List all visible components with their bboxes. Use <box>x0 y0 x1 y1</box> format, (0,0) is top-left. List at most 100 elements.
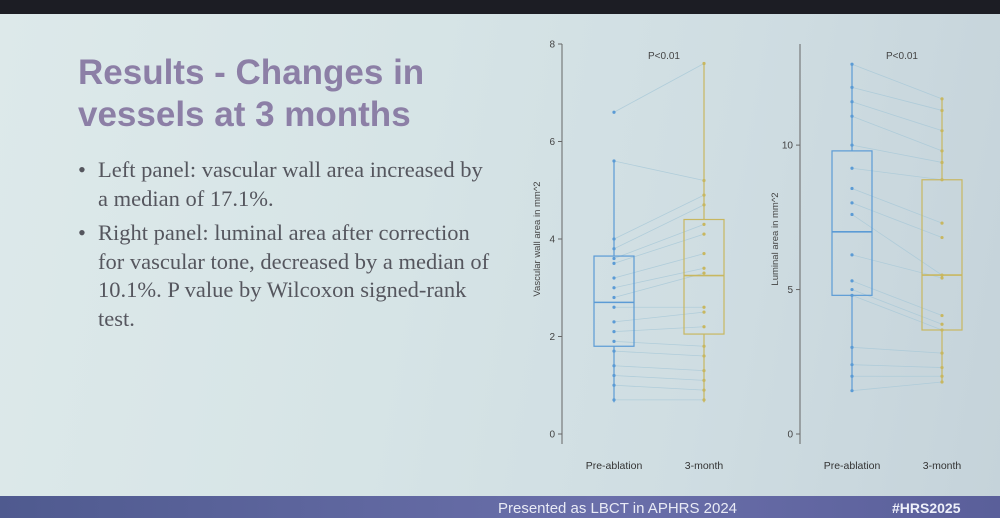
data-point-pre <box>850 212 854 217</box>
x-category-label: 3-month <box>923 460 962 472</box>
pair-line <box>851 86 943 111</box>
data-point-post <box>702 178 706 183</box>
p-value-annotation: P<0.01 <box>886 51 918 62</box>
bullet-dot: • <box>78 220 86 245</box>
data-point-pre <box>612 295 616 300</box>
pair-line <box>851 115 943 152</box>
data-point-pre <box>850 345 854 349</box>
pair-line <box>851 202 943 238</box>
pair-line <box>851 144 943 163</box>
data-point-pre <box>612 339 616 343</box>
data-point-post <box>702 266 706 270</box>
data-point-pre <box>612 373 616 378</box>
data-point-post <box>940 276 944 280</box>
x-category-label: 3-month <box>685 460 724 472</box>
bullet-item: • Left panel: vascular wall area increas… <box>78 156 498 213</box>
y-axis-label: Luminal area in mm^2 <box>770 192 781 285</box>
y-tick-label: 2 <box>549 332 555 343</box>
pair-line <box>851 294 943 331</box>
data-point-pre <box>850 114 854 118</box>
pair-line <box>613 326 705 333</box>
chart-vascular-wall-area: 0 2 4 6 8 Vascular wall area in mm^2 Pre-ablat… <box>532 40 725 472</box>
data-point-pre <box>612 305 616 309</box>
data-point-pre <box>612 330 616 334</box>
pair-line <box>613 340 705 347</box>
data-point-pre <box>612 256 616 261</box>
data-point-post <box>702 378 706 382</box>
data-point-pre <box>612 383 616 387</box>
data-point-pre <box>850 279 854 283</box>
data-point-pre <box>612 159 616 163</box>
data-point-pre <box>850 253 854 257</box>
data-point-pre <box>612 276 616 280</box>
data-point-post <box>702 344 706 348</box>
data-point-pre <box>850 374 854 378</box>
data-point-pre <box>850 143 854 147</box>
pair-line <box>613 253 705 279</box>
y-tick-label: 5 <box>787 285 793 296</box>
pair-line <box>851 280 943 316</box>
footer-presented-text: Presented as LBCT in APHRS 2024 <box>498 500 738 517</box>
pair-line <box>851 214 943 276</box>
data-point-post <box>702 369 706 373</box>
data-point-post <box>940 322 944 326</box>
data-point-pre <box>850 186 854 191</box>
pair-line <box>851 188 943 224</box>
x-category-label: Pre-ablation <box>586 460 643 472</box>
data-point-post <box>940 235 944 240</box>
box-pre-ablation <box>593 255 635 347</box>
y-tick-label: 0 <box>787 430 793 441</box>
title-line-1: Results - Changes in <box>78 53 425 92</box>
pair-line <box>851 381 943 392</box>
data-point-post <box>702 310 706 314</box>
data-point-pre <box>612 349 616 353</box>
data-point-post <box>702 252 706 256</box>
data-point-pre <box>850 363 854 367</box>
data-point-post <box>940 221 944 225</box>
pair-line <box>613 194 705 240</box>
data-point-pre <box>612 247 616 251</box>
data-point-post <box>702 271 706 275</box>
y-axis-label: Vascular wall area in mm^2 <box>532 181 543 296</box>
data-point-pre <box>850 201 854 205</box>
bullet-text: Left panel: vascular wall area increased… <box>98 157 483 211</box>
y-tick-label: 0 <box>549 430 555 441</box>
chart-luminal-area: 0 5 10 Luminal area in mm^2 Pre-ablation 3-mo… <box>770 44 963 472</box>
pair-line <box>613 63 705 113</box>
data-point-post <box>940 374 944 378</box>
data-point-post <box>940 351 944 355</box>
data-point-post <box>940 149 944 153</box>
pair-line <box>613 365 705 372</box>
data-point-pre <box>850 389 854 393</box>
data-point-pre <box>850 293 854 297</box>
pair-line <box>851 254 943 279</box>
pair-line <box>613 233 705 264</box>
pair-line <box>851 167 943 181</box>
data-point-pre <box>850 287 854 292</box>
data-point-pre <box>612 320 616 324</box>
bullet-text: Right panel: luminal area after correcti… <box>98 220 490 331</box>
box-pre-ablation <box>831 150 873 296</box>
y-tick-label: 6 <box>549 137 555 148</box>
box-3-month <box>683 218 725 335</box>
title-line-2: vessels at 3 months <box>78 95 411 134</box>
data-point-post <box>940 108 944 113</box>
y-tick-label: 10 <box>782 141 794 152</box>
data-point-pre <box>850 100 854 104</box>
data-point-post <box>940 380 944 384</box>
data-point-pre <box>612 364 616 368</box>
y-tick-label: 8 <box>549 40 555 51</box>
pair-line <box>613 311 705 323</box>
data-point-post <box>702 325 706 329</box>
pair-line <box>613 224 705 259</box>
data-point-pre <box>612 237 616 241</box>
bullet-item: • Right panel: luminal area after correc… <box>78 219 498 333</box>
pair-line <box>613 272 705 298</box>
data-point-post <box>702 203 706 207</box>
pair-line <box>613 350 705 357</box>
data-point-post <box>940 273 944 277</box>
data-point-post <box>940 160 944 165</box>
bullet-list: • Left panel: vascular wall area increas… <box>78 156 498 339</box>
bullet-dot: • <box>78 157 86 182</box>
slide-title: Results - Changes in vessels at 3 months <box>78 52 518 136</box>
